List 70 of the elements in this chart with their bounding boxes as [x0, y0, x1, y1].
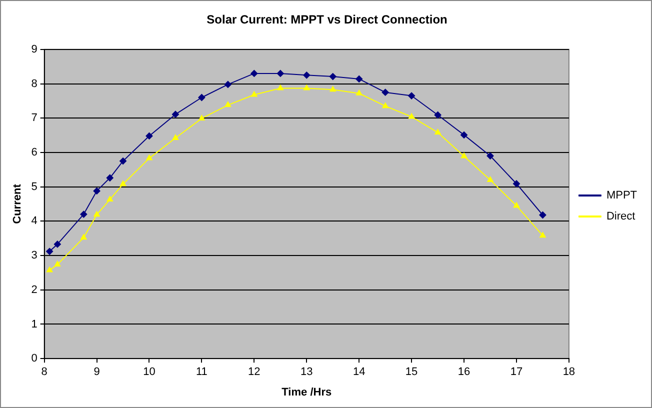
- point: [540, 232, 546, 238]
- y-tick-label: 1: [31, 318, 38, 330]
- point: [460, 131, 468, 138]
- legend-label: MPPT: [606, 190, 638, 202]
- point: [172, 134, 179, 140]
- point: [46, 248, 54, 255]
- point: [513, 202, 520, 208]
- point: [146, 132, 153, 140]
- point: [80, 234, 87, 240]
- point: [356, 75, 363, 82]
- point: [198, 114, 205, 120]
- x-tick-label: 14: [352, 366, 366, 378]
- point: [106, 196, 113, 202]
- point: [276, 70, 284, 77]
- point: [434, 112, 442, 119]
- point: [120, 180, 126, 186]
- x-tick-label: 15: [405, 366, 418, 378]
- point: [539, 211, 546, 218]
- point: [106, 174, 114, 182]
- y-tick-label: 4: [31, 215, 38, 228]
- point: [250, 70, 258, 77]
- point: [251, 91, 258, 97]
- y-axis-title: Current: [12, 184, 24, 224]
- point: [54, 260, 61, 266]
- point: [408, 92, 416, 100]
- point: [512, 180, 520, 188]
- point: [224, 102, 232, 108]
- y-tick-label: 2: [31, 284, 38, 296]
- x-tick-label: 18: [562, 366, 576, 378]
- point: [198, 94, 206, 101]
- x-tick-label: 16: [458, 366, 470, 378]
- legend-label: Direct: [606, 210, 636, 223]
- point: [408, 113, 415, 119]
- point: [330, 86, 336, 92]
- point: [487, 176, 494, 182]
- point: [382, 102, 388, 108]
- chart-title: Solar Current: MPPT vs Direct Connection: [206, 12, 448, 27]
- point: [434, 129, 441, 135]
- x-tick-label: 12: [248, 366, 260, 378]
- point: [120, 158, 127, 165]
- x-tick-label: 10: [143, 366, 156, 378]
- x-tick-label: 8: [41, 366, 48, 378]
- point: [329, 73, 336, 80]
- point: [277, 84, 284, 90]
- y-tick-label: 6: [31, 146, 38, 158]
- point: [356, 90, 362, 96]
- x-axis-title: Time /Hrs: [282, 386, 332, 398]
- y-tick-label: 0: [31, 352, 38, 365]
- y-tick-label: 5: [31, 180, 38, 193]
- point: [46, 266, 53, 272]
- point: [486, 152, 494, 160]
- point: [54, 240, 61, 248]
- y-tick-label: 8: [31, 78, 38, 90]
- y-tick-label: 9: [31, 43, 38, 56]
- point: [382, 88, 389, 96]
- x-tick-label: 11: [196, 366, 208, 378]
- x-tick-label: 13: [300, 366, 313, 378]
- point: [303, 72, 310, 79]
- point: [80, 210, 88, 218]
- point: [304, 84, 310, 90]
- point: [93, 187, 100, 194]
- y-tick-label: 7: [31, 112, 38, 124]
- point: [460, 152, 468, 158]
- point: [94, 211, 100, 217]
- y-tick-label: 3: [31, 250, 38, 262]
- point: [146, 154, 152, 160]
- point: [172, 110, 179, 118]
- x-tick-label: 9: [94, 366, 100, 378]
- point: [224, 80, 232, 88]
- x-tick-label: 17: [510, 366, 523, 378]
